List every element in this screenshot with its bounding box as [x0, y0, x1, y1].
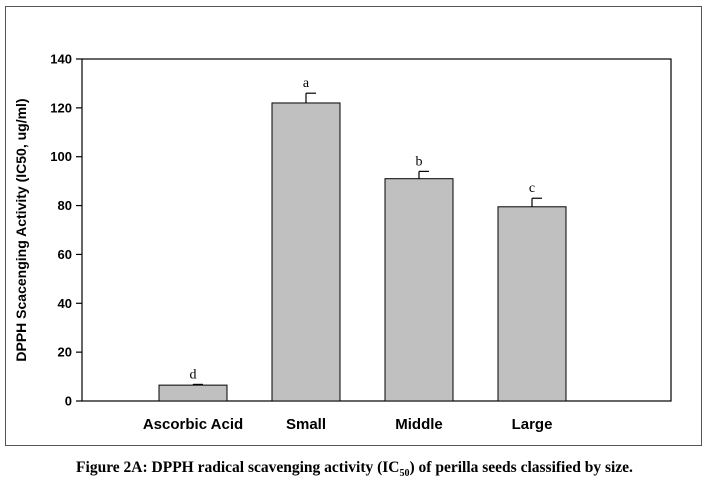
bar [158, 384, 228, 402]
y-tick-label: 40 [58, 296, 72, 311]
x-tick-label: Small [286, 416, 326, 433]
plot-area-border [81, 58, 672, 402]
y-tick-label: 0 [65, 394, 72, 409]
x-tick-label: Middle [395, 416, 443, 433]
x-tick-label: Ascorbic Acid [143, 416, 243, 433]
significance-label: c [529, 181, 535, 196]
bar-chart: 0 20 40 60 80 100 120 140 DPPH Scacenging Activi… [13, 52, 672, 433]
bar [271, 102, 341, 402]
y-tick-label: 20 [58, 345, 72, 360]
caption-subscript: 50 [399, 468, 410, 480]
y-tick-label: 100 [50, 149, 72, 164]
bar [497, 206, 567, 402]
figure-frame: 0 20 40 60 80 100 120 140 DPPH Scacenging Activi… [5, 6, 702, 446]
y-tick-label: 120 [50, 100, 72, 115]
significance-label: a [303, 76, 310, 91]
y-axis-label: DPPH Scacenging Activity (IC50, ug/ml) [13, 98, 29, 361]
caption-prefix: Figure 2A: DPPH radical scavenging activ… [76, 459, 400, 476]
x-tick-label: Large [512, 416, 553, 433]
significance-label: d [190, 367, 197, 382]
figure-caption: Figure 2A: DPPH radical scavenging activ… [0, 459, 709, 479]
y-tick-label: 140 [50, 52, 72, 67]
significance-label: b [416, 154, 423, 169]
y-tick-label: 80 [58, 198, 72, 213]
bar [384, 178, 454, 402]
caption-suffix: ) of perilla seeds classified by size. [409, 459, 633, 476]
y-tick-label: 60 [58, 247, 72, 262]
